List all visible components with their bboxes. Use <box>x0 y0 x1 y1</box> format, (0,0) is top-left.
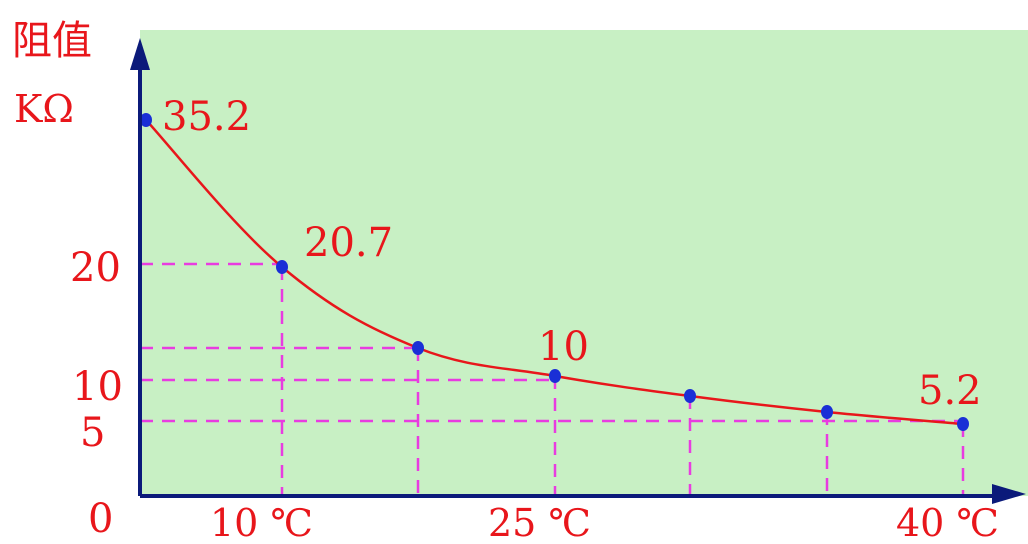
x-tick-label: 10 ℃ <box>210 501 313 544</box>
x-tick-label: 25 ℃ <box>488 501 591 544</box>
plot-background <box>140 30 1028 496</box>
y-origin-label: 0 <box>88 496 113 542</box>
x-axis-arrow <box>992 484 1026 504</box>
data-point <box>412 341 424 355</box>
data-points <box>140 113 969 431</box>
y-tick-labels: 20 105 <box>70 245 123 456</box>
data-point <box>549 369 561 383</box>
data-point <box>276 260 288 274</box>
y-tick-label: 10 <box>72 364 123 410</box>
x-tick-label: 40 ℃ <box>896 501 999 544</box>
data-point <box>684 389 696 403</box>
point-label: 5.2 <box>918 368 982 414</box>
point-label: 35.2 <box>162 94 251 140</box>
y-axis-label-line2: KΩ <box>14 87 74 131</box>
data-point <box>140 113 152 127</box>
y-tick-label: 5 <box>80 410 105 456</box>
point-labels: 35.2 20.7 10 5.2 <box>162 94 982 414</box>
y-axis-arrow <box>130 38 150 70</box>
point-label: 20.7 <box>304 220 393 266</box>
data-point <box>957 417 969 431</box>
point-label: 10 <box>538 324 589 370</box>
data-point <box>821 405 833 419</box>
y-tick-label: 20 <box>70 245 121 291</box>
guide-lines <box>140 262 965 494</box>
y-axis-label-line1: 阻值 <box>12 18 92 64</box>
x-tick-labels: 10 ℃ 25 ℃ 40 ℃ <box>210 501 999 544</box>
